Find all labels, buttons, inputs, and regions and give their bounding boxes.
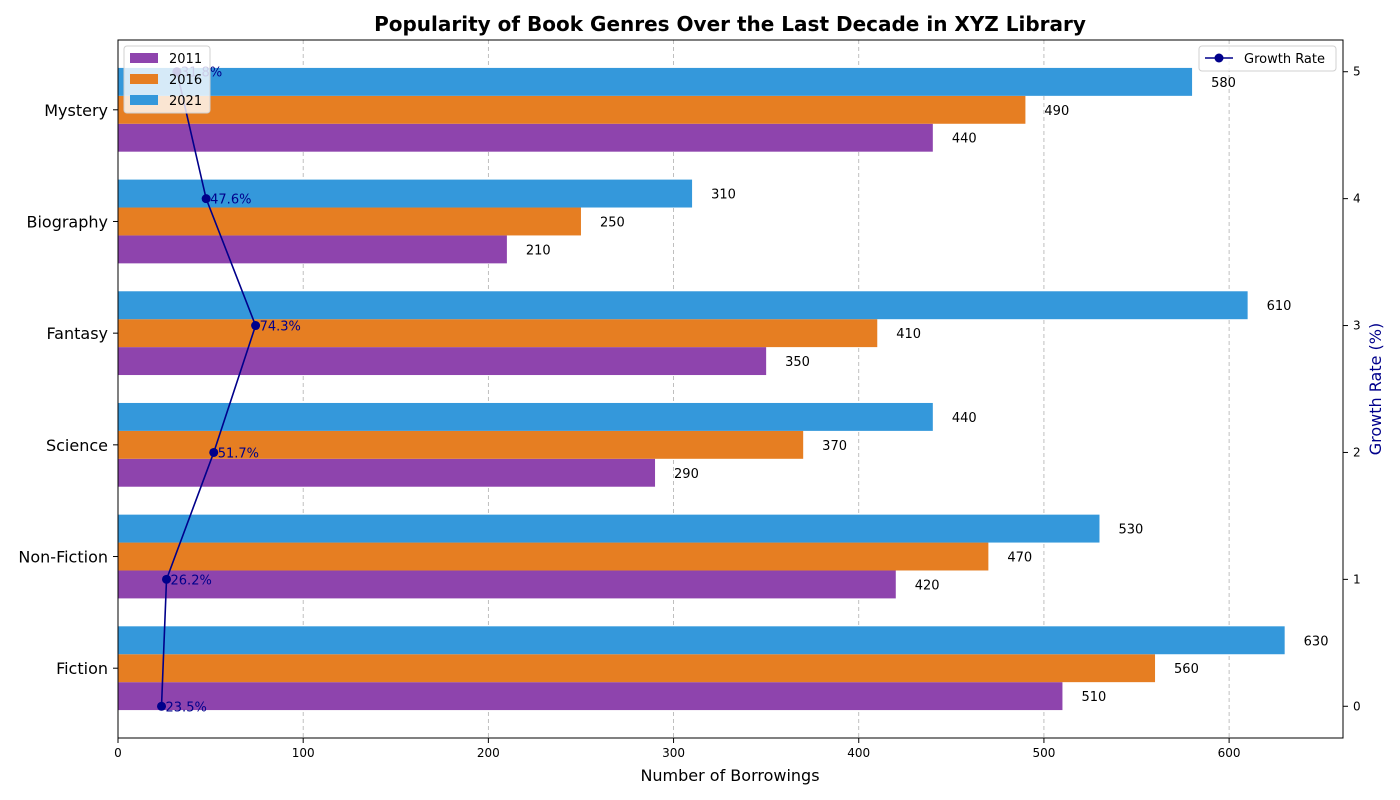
bar: [118, 570, 896, 599]
bar-value-label: 420: [915, 578, 940, 593]
bar-value-label: 440: [952, 411, 977, 426]
bars: [118, 67, 1285, 711]
bar-labels: 510 420 290 350 210 440 560 470 370 410 250 490 630 5…: [526, 76, 1329, 705]
legend-label: 2016: [169, 73, 202, 88]
bar: [118, 95, 1026, 124]
legend-swatch: [130, 74, 158, 84]
bar-value-label: 370: [822, 439, 847, 454]
growth-rate-point: [209, 447, 219, 457]
y2-tick-label: 0: [1353, 699, 1361, 713]
bar: [118, 67, 1193, 96]
x-tick-label: 400: [847, 746, 870, 760]
legend-swatch: [130, 95, 158, 105]
category-label: Science: [46, 436, 108, 455]
growth-rate-point: [201, 194, 211, 204]
bar: [118, 542, 989, 571]
bar-value-label: 250: [600, 215, 625, 230]
y2-axis-label: Growth Rate (%): [1366, 323, 1385, 455]
bar: [118, 347, 767, 376]
bar-value-label: 290: [674, 467, 699, 482]
x-tick-label: 500: [1032, 746, 1055, 760]
bar: [118, 207, 581, 236]
growth-rate-label: 74.3%: [260, 320, 301, 335]
category-label: Fiction: [56, 659, 108, 678]
bar-value-label: 350: [785, 355, 810, 370]
category-label: Mystery: [44, 101, 108, 120]
bar-value-label: 490: [1044, 104, 1069, 119]
growth-rate-line: [160, 71, 257, 707]
plot-frame: [117, 39, 1344, 739]
bar-value-label: 310: [711, 188, 736, 203]
x-tick-label: 100: [292, 746, 315, 760]
bar: [118, 654, 1156, 683]
y2-axis: 0 1 2 3 4 5: [1343, 65, 1361, 713]
category-label: Biography: [26, 212, 108, 231]
bar: [118, 123, 933, 152]
bar: [118, 235, 507, 264]
bar-value-label: 210: [526, 243, 551, 258]
legend-swatch: [130, 53, 158, 63]
legend-marker: [1214, 53, 1224, 63]
y2-tick-label: 5: [1353, 65, 1361, 79]
bar-value-label: 440: [952, 132, 977, 147]
growth-rate-point: [162, 574, 172, 584]
bar: [118, 682, 1063, 711]
bar: [118, 458, 656, 487]
y-axis: Fiction Non-Fiction Science Fantasy Biograph…: [18, 101, 118, 678]
x-axis: 0 100 200 300 400 500 600: [114, 738, 1241, 760]
growth-rate-label: 51.7%: [218, 446, 259, 461]
legend-bars: 2011 2016 2021: [123, 45, 211, 114]
y2-tick-label: 4: [1353, 192, 1361, 206]
y2-tick-label: 1: [1353, 572, 1361, 586]
bar: [118, 626, 1285, 655]
bar-value-label: 630: [1304, 634, 1329, 649]
growth-rate-point: [157, 701, 167, 711]
legend-label: 2021: [169, 94, 202, 109]
grid-lines: [302, 40, 1230, 738]
chart-title: Popularity of Book Genres Over the Last …: [374, 12, 1086, 36]
bar-value-label: 470: [1007, 551, 1032, 566]
y2-tick-label: 2: [1353, 445, 1361, 459]
growth-rate-label: 47.6%: [210, 193, 251, 208]
growth-rate-label: 23.5%: [166, 700, 207, 715]
growth-rate-point: [251, 321, 261, 331]
category-label: Fantasy: [46, 324, 108, 343]
legend-label: Growth Rate: [1244, 52, 1325, 67]
bar: [118, 402, 933, 431]
bar-value-label: 580: [1211, 76, 1236, 91]
growth-rate-label: 26.2%: [171, 573, 212, 588]
bar: [118, 430, 804, 459]
legend-line: Growth Rate: [1198, 45, 1337, 72]
x-tick-label: 200: [477, 746, 500, 760]
bar: [118, 514, 1100, 543]
bar: [118, 179, 693, 208]
bar-value-label: 560: [1174, 662, 1199, 677]
growth-line: 23.5%26.2%51.7%74.3%47.6%31.8%: [157, 66, 301, 715]
category-label: Non-Fiction: [18, 548, 108, 567]
bar: [118, 291, 1248, 320]
bar: [118, 319, 878, 348]
x-tick-label: 300: [662, 746, 685, 760]
legend-box: [1198, 45, 1337, 72]
x-tick-label: 0: [114, 746, 122, 760]
bar-value-label: 410: [896, 327, 921, 342]
x-tick-label: 600: [1218, 746, 1241, 760]
y2-tick-label: 3: [1353, 319, 1361, 333]
bar-value-label: 510: [1081, 690, 1106, 705]
legend-label: 2011: [169, 52, 202, 67]
bar-value-label: 530: [1118, 523, 1143, 538]
bar-value-label: 610: [1267, 299, 1292, 314]
x-axis-label: Number of Borrowings: [640, 766, 819, 785]
